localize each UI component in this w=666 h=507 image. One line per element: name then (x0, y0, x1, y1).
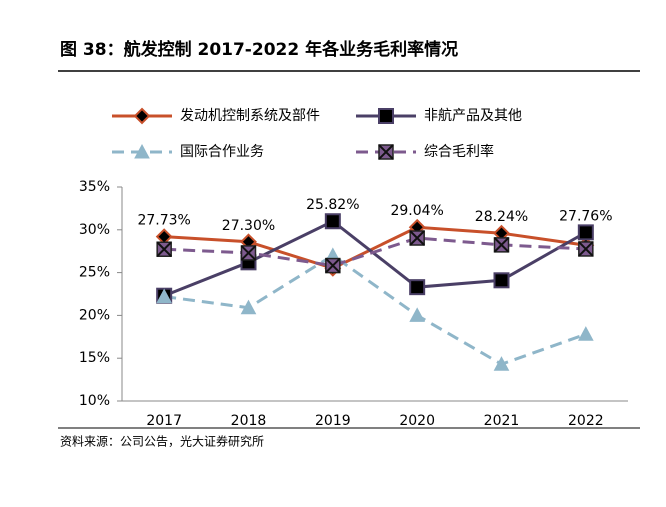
x-tick-label: 2022 (568, 413, 604, 429)
point (325, 257, 341, 274)
x-tick-label: 2020 (399, 413, 435, 429)
y-tick-label: 25% (79, 265, 110, 281)
x-tick-label: 2021 (484, 413, 520, 429)
legend-label: 综合毛利率 (424, 143, 494, 160)
point (578, 241, 594, 257)
series-line (163, 219, 587, 298)
legend-label: 非航产品及其他 (424, 108, 522, 124)
series-line (164, 236, 586, 268)
point (156, 241, 172, 257)
point (577, 326, 594, 341)
legend-label: 发动机控制系统及部件 (180, 108, 320, 124)
y-tick-label: 15% (79, 350, 110, 366)
data-label: 27.76% (559, 208, 612, 224)
y-tick-label: 20% (79, 307, 110, 323)
legend-marker (134, 143, 150, 159)
point (409, 230, 425, 246)
point (409, 307, 426, 322)
data-label: 25.82% (306, 197, 359, 213)
point (577, 224, 594, 241)
point (493, 272, 510, 289)
legend-marker (378, 144, 394, 160)
point (493, 237, 510, 253)
chart-title: 图 38：航发控制 2017-2022 年各业务毛利率情况 (60, 39, 458, 60)
data-label: 27.73% (137, 213, 190, 229)
source: 资料来源：公司公告，光大证券研究所 (60, 434, 264, 449)
y-tick-label: 30% (79, 222, 110, 238)
point (409, 279, 426, 296)
point (324, 213, 341, 230)
data-label: 28.24% (475, 209, 528, 225)
x-tick-label: 2017 (146, 413, 182, 429)
point (240, 299, 257, 315)
data-label: 29.04% (390, 203, 443, 219)
legend-label: 国际合作业务 (180, 144, 264, 160)
legend-marker (378, 108, 394, 124)
legend-marker (133, 107, 151, 125)
y-tick-label: 35% (79, 179, 110, 195)
data-label: 27.30% (222, 218, 275, 234)
series-line (163, 253, 587, 366)
x-tick-label: 2018 (231, 413, 267, 429)
x-tick-label: 2019 (315, 413, 351, 429)
series-line (164, 225, 587, 270)
point (240, 245, 257, 261)
point (493, 356, 510, 371)
y-tick-label: 10% (79, 393, 110, 409)
point (156, 288, 173, 304)
